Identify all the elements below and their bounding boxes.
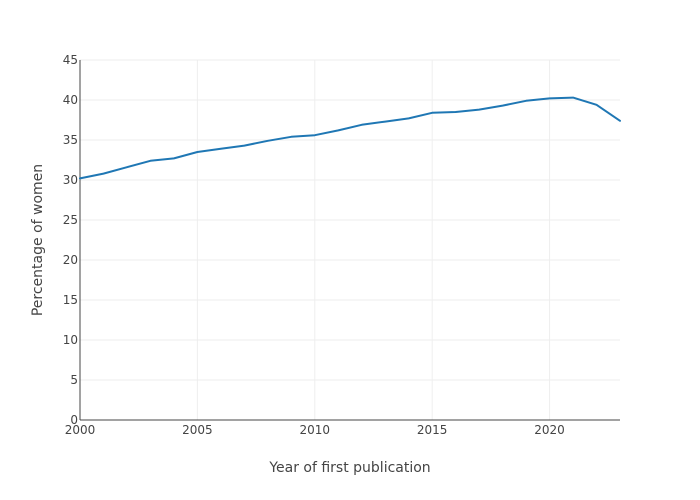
series-line: [79, 96, 621, 180]
y-tick-label: 20: [63, 253, 78, 267]
y-tick-label: 45: [63, 53, 78, 67]
x-tick-label: 2000: [65, 423, 96, 437]
y-tick-label: 0: [70, 413, 78, 427]
y-tick-label: 35: [63, 133, 78, 147]
y-tick-label: 5: [70, 373, 78, 387]
x-tick-label: 2015: [417, 423, 448, 437]
y-tick-label: 10: [63, 333, 78, 347]
y-axis-title: Percentage of women: [30, 164, 46, 316]
y-tick-label: 15: [63, 293, 78, 307]
x-tick-label: 2020: [534, 423, 565, 437]
axes: [79, 60, 620, 421]
y-tick-label: 25: [63, 213, 78, 227]
grid: [80, 59, 620, 420]
tick-labels: 0 5 10 15 20 25 30 35 40 45 2000 2005 2010 2015 2020: [63, 53, 565, 437]
series-layer: [79, 96, 621, 180]
y-tick-label: 30: [63, 173, 78, 187]
x-tick-label: 2005: [182, 423, 213, 437]
x-axis-title: Year of first publication: [268, 460, 430, 476]
x-tick-label: 2010: [300, 423, 331, 437]
y-tick-label: 40: [63, 93, 78, 107]
